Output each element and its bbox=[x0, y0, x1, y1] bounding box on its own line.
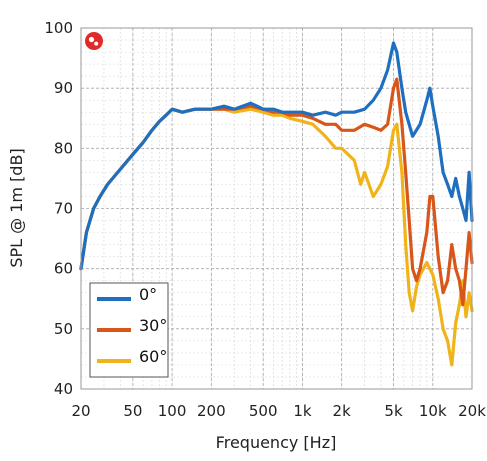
x-tick-label: 1k bbox=[293, 402, 312, 420]
x-tick-label: 10k bbox=[419, 402, 447, 420]
x-tick-label: 5k bbox=[384, 402, 403, 420]
y-tick-label: 100 bbox=[44, 19, 73, 37]
tick-labels: 20 50 100 200 500 1k 2k 5k 10k 20k 40 50 60 70 80 90 100 bbox=[44, 19, 486, 420]
x-axis-label: Frequency [Hz] bbox=[216, 433, 337, 452]
legend-label: 30° bbox=[139, 316, 167, 335]
plot-frame bbox=[80, 27, 473, 390]
x-tick-label: 50 bbox=[123, 402, 142, 420]
y-axis-label: SPL @ 1m [dB] bbox=[7, 148, 26, 267]
brand-logo-icon bbox=[85, 32, 103, 50]
y-tick-label: 60 bbox=[54, 260, 73, 278]
y-tick-label: 50 bbox=[54, 320, 73, 338]
y-tick-label: 40 bbox=[54, 380, 73, 398]
legend-label: 60° bbox=[139, 347, 167, 366]
series-line-0 bbox=[79, 41, 474, 271]
x-tick-label: 100 bbox=[158, 402, 187, 420]
y-tick-label: 90 bbox=[54, 79, 73, 97]
legend: 0° 30° 60° bbox=[89, 282, 169, 378]
x-tick-label: 200 bbox=[197, 402, 226, 420]
x-tick-label: 20 bbox=[71, 402, 90, 420]
series-layer bbox=[79, 41, 474, 367]
x-tick-label: 20k bbox=[458, 402, 486, 420]
x-tick-label: 500 bbox=[249, 402, 278, 420]
legend-label: 0° bbox=[139, 285, 157, 304]
y-tick-label: 70 bbox=[54, 200, 73, 218]
y-tick-label: 80 bbox=[54, 139, 73, 157]
x-tick-label: 2k bbox=[333, 402, 352, 420]
